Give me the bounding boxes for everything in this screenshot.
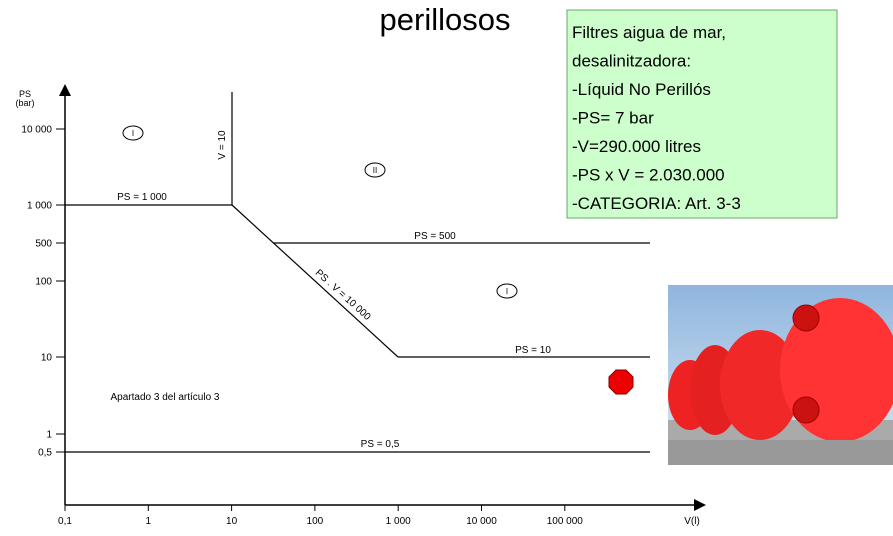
note-line: desalinitzadora: [572,52,691,71]
note-line: -PS x V = 2.030.000 [572,166,725,185]
line-label: PS . V = 10 000 [313,268,373,324]
y-tick-label: 1 000 [27,201,52,212]
y-tick-label: 10 [41,353,53,364]
line-label: PS = 1 000 [117,192,167,203]
note-line: Filtres aigua de mar, [572,23,726,42]
x-tick-label: 100 000 [547,516,584,527]
x-tick-label: 100 [307,516,324,527]
region-label: II [373,166,377,175]
note-line: -PS= 7 bar [572,109,654,128]
title: perillosos [380,2,511,37]
region-label: I [132,129,134,138]
x-tick-label: 10 [226,516,238,527]
y-tick-label: 500 [35,239,52,250]
region-label: I [506,287,508,296]
photo [668,285,893,465]
x-tick-label: 1 000 [386,516,411,527]
y-tick-label: 10 000 [21,125,52,136]
y-tick-label: 1 [46,430,52,441]
slide: perillosos Filtres aigua de mar, desalini… [0,0,893,531]
marker [609,370,633,394]
ticks: 10 000 1 000 500 100 10 1 0,5 0,1 1 10 100 1 000 10 … [21,125,583,528]
x-tick-label: 1 [146,516,152,527]
line-label: PS = 0,5 [361,439,400,450]
line-label: PS = 500 [414,231,456,242]
x-tick-label: 0,1 [58,516,72,527]
note-line: -V=290.000 litres [572,137,701,156]
x-label: V(l) [684,516,700,527]
x-tick-label: 10 000 [466,516,497,527]
line-label: V = 10 [217,130,228,160]
y-label: (bar) [15,98,34,108]
note-line: -Líquid No Perillós [572,80,711,99]
y-tick-label: 100 [35,277,52,288]
line-label: PS = 10 [515,345,551,356]
region-note: Apartado 3 del artículo 3 [111,392,220,403]
note-line: -CATEGORIA: Art. 3-3 [572,194,741,213]
y-tick-label: 0,5 [38,448,52,459]
